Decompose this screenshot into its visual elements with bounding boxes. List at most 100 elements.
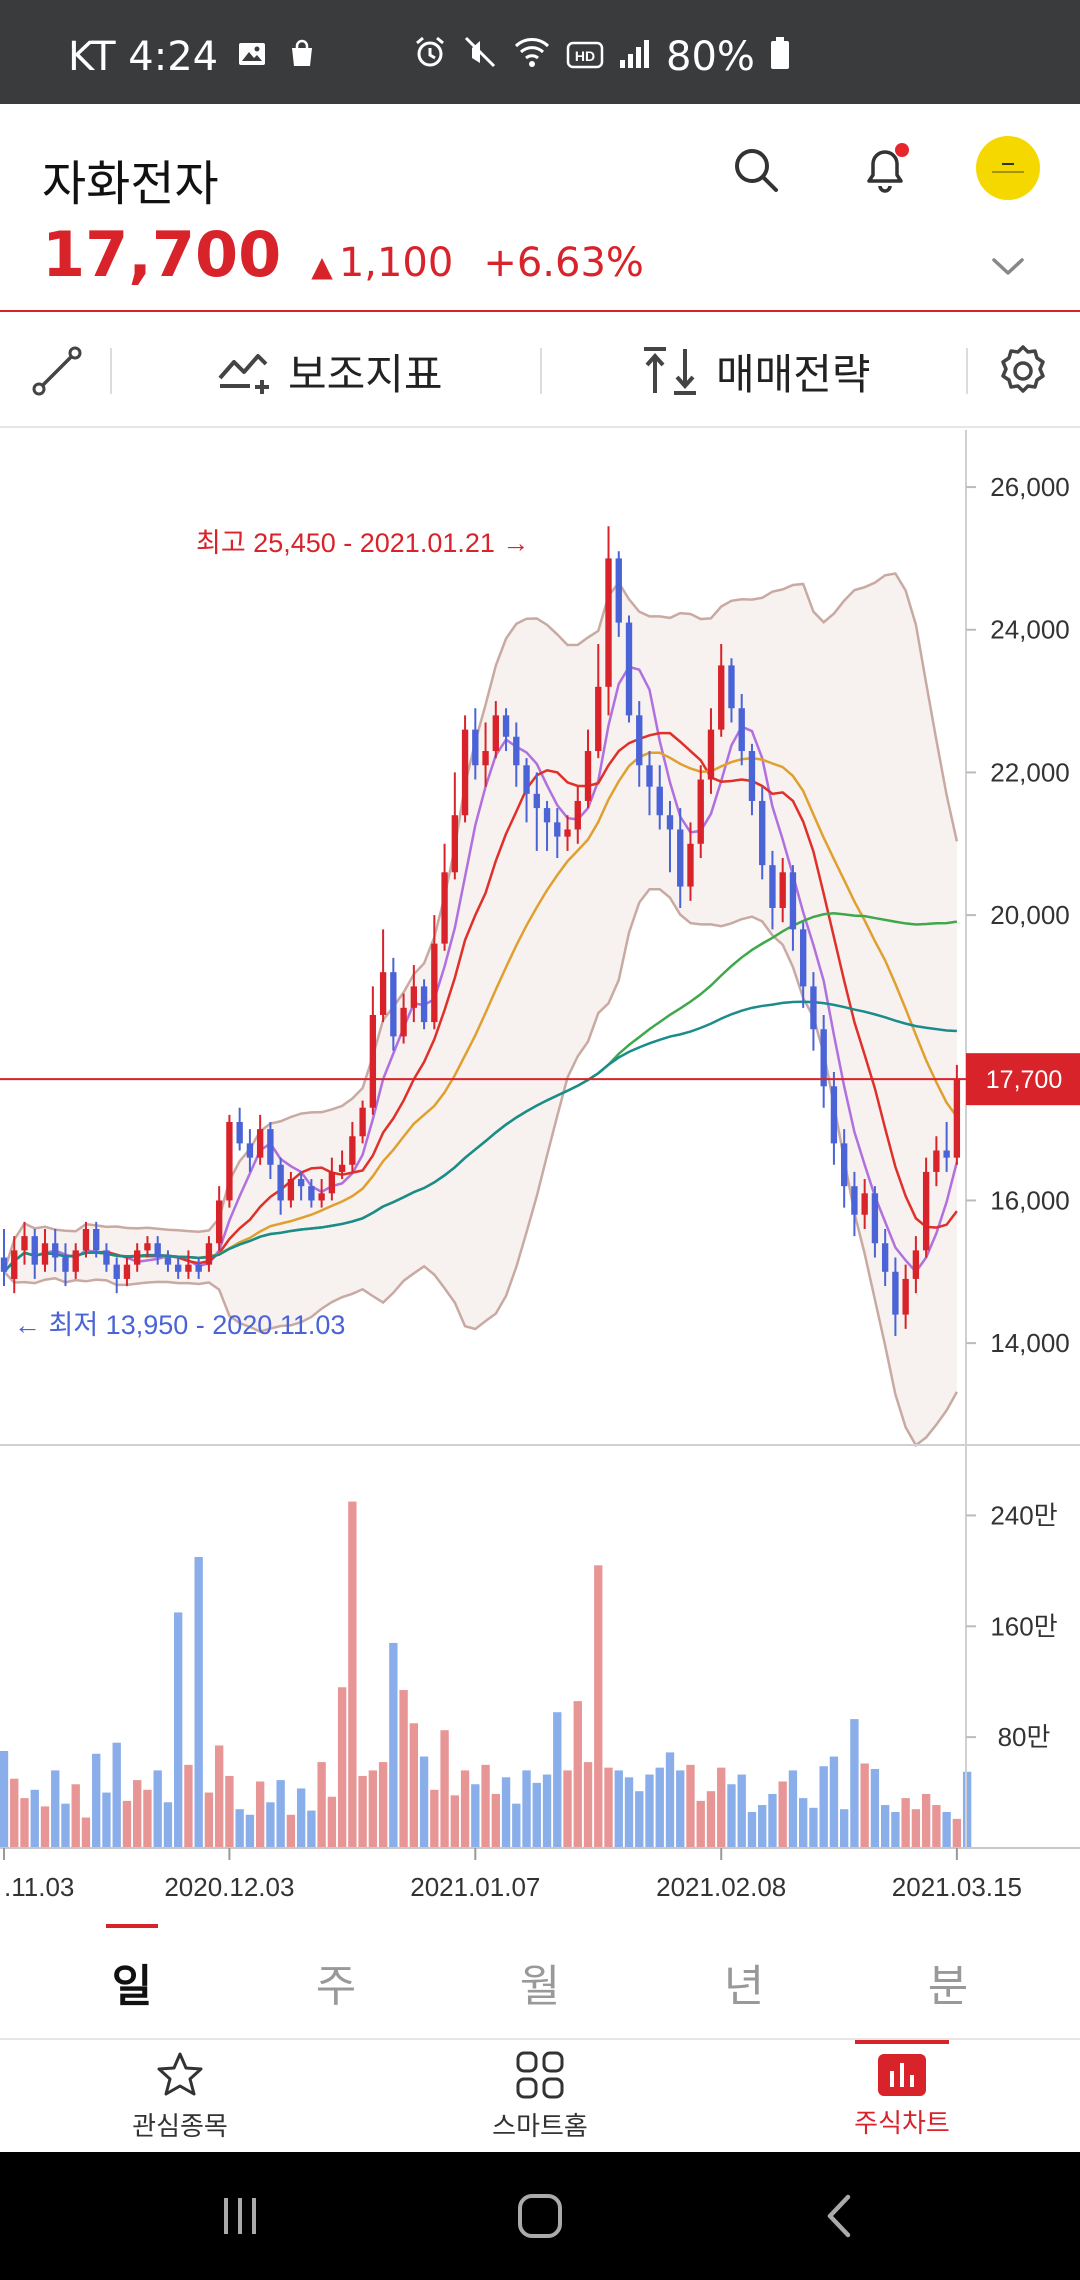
period-tabs: 일 주 월 년 분 [0,1924,1080,2040]
candle [328,1157,336,1201]
volume-bar [337,1687,347,1848]
tab-year[interactable]: 년 [723,1961,765,2012]
nav-stock-chart-label: 주식차트 [854,2108,950,2139]
volume-bar [839,1809,849,1848]
candle-body [308,1186,315,1201]
volume-bar [51,1770,60,1848]
candle [625,615,633,723]
tab-month[interactable]: 월 [519,1961,561,2012]
candle [738,693,745,766]
candle-body [953,1079,961,1158]
candle-body [523,765,530,794]
ma-line-120 [3,1000,957,1273]
notification-button[interactable] [852,136,918,202]
candle-body [533,793,540,809]
candle [523,758,530,823]
chart-canvas[interactable]: 26,000 24,000 22,000 20,000 16,000 14,000 240… [0,430,1080,1924]
back-button[interactable] [800,2184,880,2248]
candle [871,1186,879,1258]
strategy-label: 매매전략 [716,349,871,399]
candle [646,751,653,816]
volume-bar [307,1810,316,1848]
home-button[interactable] [500,2184,580,2248]
stock-chart[interactable]: 26,000 24,000 22,000 20,000 16,000 14,000 240… [0,430,1080,1924]
candle-body [277,1164,284,1201]
candle [861,1179,868,1229]
hd-voice-icon: HD [566,34,604,80]
candle-body [226,1121,233,1201]
avatar-logo-icon [992,163,1024,173]
volume-tick-label: 240만 [990,1500,1057,1530]
volume-bar [10,1778,19,1848]
volume-bar [419,1756,429,1848]
recent-apps-button[interactable] [200,2186,280,2246]
candle-body [349,1136,356,1165]
volume-bar [204,1792,214,1848]
shopping-bag-icon [286,34,318,80]
candle-body [267,1129,274,1165]
nav-watchlist[interactable]: 관심종목 [60,2040,300,2152]
tab-minute[interactable]: 분 [927,1961,969,2012]
candle [420,979,428,1030]
candle-body [779,872,786,908]
nav-smart-home[interactable]: 스마트홈 [420,2040,660,2152]
chart-settings-button[interactable] [990,338,1056,404]
candle-body [851,1186,858,1215]
candle [359,1100,366,1144]
alarm-icon [412,34,448,80]
candle [810,972,817,1051]
candle-body [759,800,766,866]
change-amount: 1,100 [338,240,454,286]
expand-button[interactable] [984,242,1032,290]
candle [748,743,756,816]
candle [605,526,612,716]
candle-body [482,751,489,766]
candle [21,1221,28,1265]
candle [892,1257,899,1336]
nav-smart-home-label: 스마트홈 [492,2111,588,2142]
candle [226,1114,233,1208]
candle [144,1236,151,1258]
tab-day[interactable]: 일 [111,1961,153,2012]
candle-body [513,736,520,766]
volume-bar [665,1752,675,1848]
candle [564,815,571,851]
candle [41,1228,49,1272]
tab-week[interactable]: 주 [315,1961,357,2012]
volume-tick-label: 80만 [998,1722,1051,1752]
volume-bar [870,1769,880,1848]
candle-body [113,1264,120,1279]
candle-body [492,715,499,752]
candle-body [441,872,448,944]
candle-body [328,1171,336,1194]
candles [0,526,961,1336]
indicators-button[interactable]: 보조지표 [216,314,443,428]
star-icon [157,2052,203,2095]
candle-body [625,622,633,716]
grid-icon [516,2051,564,2098]
chevron-down-icon [992,258,1024,275]
candle [134,1243,141,1272]
trading-strategy-button[interactable]: 매매전략 [640,314,871,428]
price-tick-label: 24,000 [990,615,1070,645]
stock-name[interactable]: 자화전자 [42,156,219,212]
bottom-navigation: 관심종목 스마트홈 주식차트 [0,2040,1080,2152]
candle-body [769,865,776,908]
wifi-icon [512,34,552,80]
candle-body [21,1236,28,1251]
candle-body [820,1029,827,1087]
candle-body [943,1150,950,1158]
volume-axis: 240만 160만 80만 [966,1500,1058,1752]
volume-bar [747,1811,757,1848]
header-divider [0,310,1080,312]
search-button[interactable] [726,140,786,200]
volume-bar [450,1795,459,1848]
nav-stock-chart[interactable]: 주식차트 [782,2040,1022,2152]
volume-bar [471,1784,480,1848]
candle [697,765,704,859]
volume-bar [286,1814,296,1848]
avatar[interactable] [976,136,1040,200]
volume-bar [717,1767,726,1848]
volume-bar [30,1789,39,1848]
drawing-tool-button[interactable] [24,338,90,404]
